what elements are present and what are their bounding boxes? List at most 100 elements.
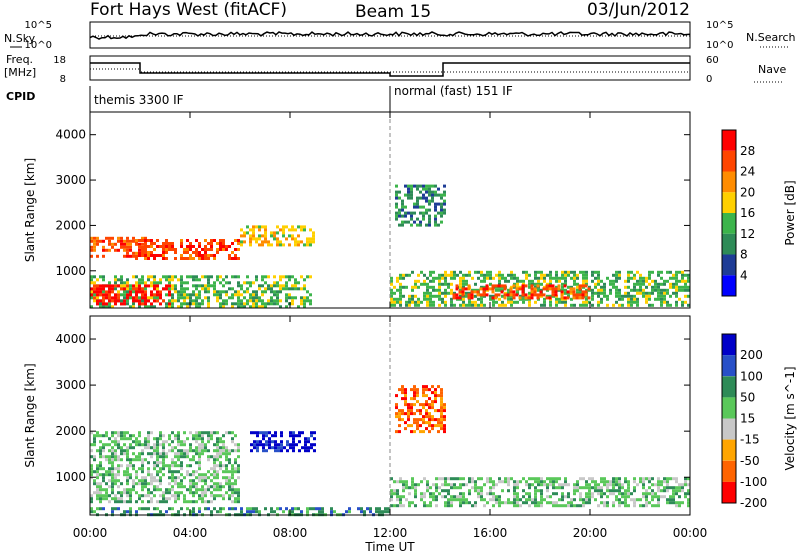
velocity-cell bbox=[171, 476, 174, 480]
power-cell bbox=[216, 293, 219, 297]
velocity-cell bbox=[528, 492, 531, 496]
power-cell bbox=[597, 279, 600, 283]
power-cell bbox=[411, 297, 414, 301]
velocity-cell bbox=[210, 500, 213, 504]
velocity-cell bbox=[138, 482, 141, 486]
velocity-cell bbox=[135, 500, 138, 504]
power-colorbar-swatch bbox=[722, 233, 736, 255]
power-cell bbox=[410, 193, 413, 197]
power-cell bbox=[279, 284, 282, 288]
power-cell bbox=[485, 287, 489, 291]
velocity-cell bbox=[459, 477, 462, 481]
power-cell bbox=[407, 220, 410, 224]
velocity-cell bbox=[579, 486, 582, 490]
velocity-cell bbox=[198, 479, 201, 483]
power-cell bbox=[126, 245, 129, 249]
velocity-cell bbox=[645, 492, 648, 496]
power-cell bbox=[539, 293, 543, 297]
power-cell bbox=[153, 275, 156, 279]
power-cell bbox=[216, 296, 219, 300]
power-cell bbox=[558, 276, 561, 280]
velocity-cell bbox=[606, 495, 609, 499]
power-cell bbox=[198, 284, 201, 288]
power-cell bbox=[108, 293, 111, 297]
power-cell bbox=[219, 245, 222, 248]
velocity-cell bbox=[393, 492, 396, 496]
velocity-cell bbox=[561, 486, 564, 490]
power-cell bbox=[90, 245, 93, 249]
power-cell bbox=[132, 305, 135, 309]
power-cell bbox=[648, 294, 651, 298]
power-cell bbox=[543, 273, 546, 277]
velocity-cell bbox=[189, 491, 192, 495]
velocity-cell bbox=[256, 431, 259, 435]
power-cell bbox=[198, 293, 201, 297]
power-cell bbox=[120, 284, 123, 288]
power-cell bbox=[174, 248, 177, 251]
velocity-cell bbox=[474, 489, 477, 493]
velocity-cell bbox=[105, 455, 108, 459]
power-cell bbox=[225, 281, 228, 285]
power-cell bbox=[687, 303, 690, 307]
power-cell bbox=[162, 299, 165, 303]
power-cell bbox=[402, 294, 405, 298]
velocity-cell bbox=[552, 492, 555, 496]
velocity-cell bbox=[180, 491, 183, 495]
power-colorbar-swatch bbox=[722, 213, 736, 234]
velocity-cell bbox=[138, 479, 141, 483]
velocity-cell bbox=[561, 498, 564, 502]
velocity-cell bbox=[207, 437, 210, 441]
velocity-cell bbox=[93, 443, 96, 447]
velocity-cell bbox=[423, 504, 426, 508]
velocity-cell bbox=[585, 480, 588, 484]
power-cell bbox=[534, 282, 537, 286]
velocity-cell bbox=[411, 501, 414, 505]
power-cell bbox=[585, 300, 588, 304]
power-cell bbox=[501, 276, 504, 280]
velocity-cell bbox=[390, 498, 393, 502]
velocity-cell bbox=[168, 476, 171, 480]
power-cell bbox=[455, 284, 459, 288]
power-cell bbox=[569, 287, 573, 291]
power-cell bbox=[627, 285, 630, 289]
power-cell bbox=[264, 287, 267, 291]
velocity-cell bbox=[450, 504, 453, 508]
power-cell bbox=[450, 288, 453, 292]
velocity-cell bbox=[492, 492, 495, 496]
velocity-cell bbox=[425, 412, 428, 416]
power-colorbar-label: Power [dB] bbox=[783, 180, 797, 245]
power-cell bbox=[120, 245, 123, 249]
power-cell bbox=[678, 285, 681, 289]
velocity-cell bbox=[105, 473, 108, 477]
power-cell bbox=[186, 245, 189, 248]
velocity-cell bbox=[201, 434, 204, 438]
x-tick-label: 20:00 bbox=[573, 526, 608, 540]
power-cell bbox=[171, 284, 174, 288]
power-cell bbox=[483, 276, 486, 280]
velocity-cell bbox=[207, 470, 210, 474]
power-cell bbox=[234, 302, 237, 306]
power-cell bbox=[183, 290, 186, 294]
velocity-cell bbox=[666, 477, 669, 481]
power-cell bbox=[410, 217, 413, 221]
velocity-cell bbox=[123, 470, 126, 474]
power-cell bbox=[467, 284, 471, 288]
x-axis-title: Time UT bbox=[364, 540, 415, 554]
velocity-cell bbox=[615, 483, 618, 487]
velocity-colorbar-tick: 15 bbox=[740, 412, 755, 426]
power-cell bbox=[399, 297, 402, 301]
velocity-cell bbox=[395, 394, 398, 398]
power-cell bbox=[204, 296, 207, 300]
power-cell bbox=[609, 288, 612, 292]
power-cell bbox=[144, 290, 147, 294]
power-colorbar-swatch bbox=[722, 171, 736, 193]
power-cell bbox=[147, 239, 150, 242]
velocity-cell bbox=[210, 437, 213, 441]
power-cell bbox=[108, 281, 111, 285]
velocity-cell bbox=[510, 501, 513, 505]
power-cell bbox=[675, 300, 678, 304]
velocity-cell bbox=[186, 437, 189, 441]
velocity-cell bbox=[603, 480, 606, 484]
power-cell bbox=[189, 245, 192, 248]
velocity-cell bbox=[414, 486, 417, 490]
